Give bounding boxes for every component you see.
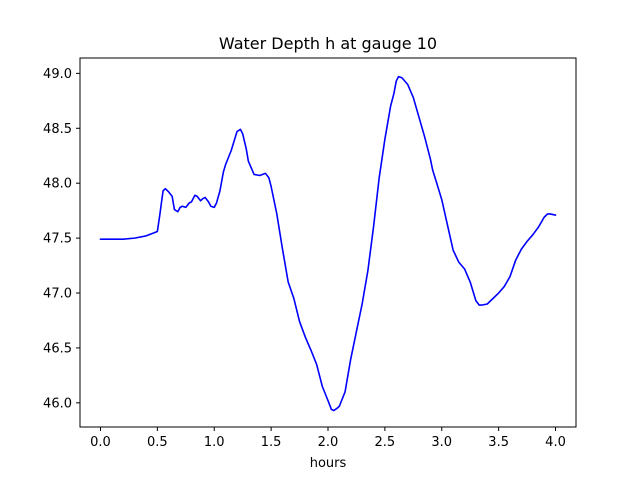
x-tick-label: 1.0 bbox=[204, 435, 225, 450]
x-tick-label: 1.5 bbox=[261, 435, 282, 450]
axis-ticks: 0.0 0.5 1.0 1.5 2.0 2.5 3.0 3.5 4.0 46.0 46.5 47.0 4… bbox=[43, 67, 566, 450]
y-tick-label: 47.0 bbox=[43, 287, 72, 302]
y-tick-label: 46.5 bbox=[43, 341, 72, 356]
x-axis-label: hours bbox=[310, 456, 347, 471]
plot-area-frame bbox=[79, 57, 577, 428]
y-tick-label: 48.5 bbox=[43, 122, 72, 137]
series-group bbox=[99, 75, 557, 412]
y-tick-label: 46.0 bbox=[43, 396, 72, 411]
x-tick-label: 0.0 bbox=[90, 435, 111, 450]
y-tick-label: 49.0 bbox=[43, 67, 72, 82]
x-tick-label: 2.0 bbox=[318, 435, 339, 450]
y-tick-label: 47.5 bbox=[43, 232, 72, 247]
x-tick-label: 3.0 bbox=[431, 435, 452, 450]
x-tick-label: 0.5 bbox=[147, 435, 168, 450]
x-tick-label: 2.5 bbox=[375, 435, 396, 450]
x-tick-label: 3.5 bbox=[488, 435, 509, 450]
x-tick-label: 4.0 bbox=[545, 435, 566, 450]
y-tick-label: 48.0 bbox=[43, 177, 72, 192]
chart-title: Water Depth h at gauge 10 bbox=[219, 34, 437, 53]
series-line-0 bbox=[99, 75, 557, 412]
